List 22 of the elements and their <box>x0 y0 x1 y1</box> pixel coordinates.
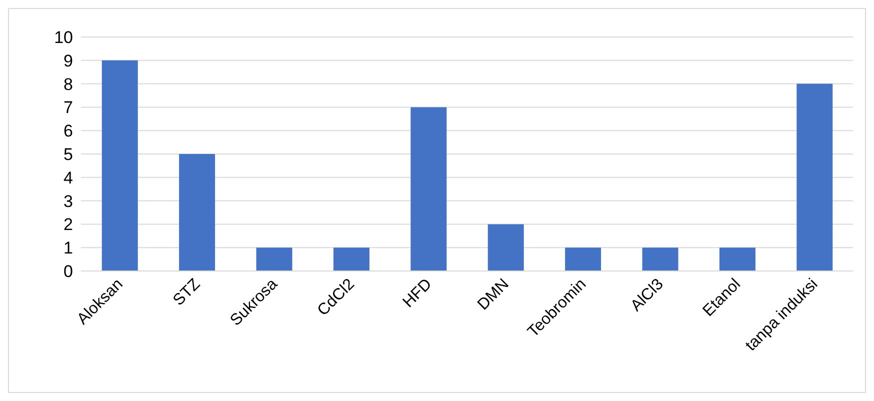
y-tick-label: 0 <box>64 262 73 282</box>
bar <box>719 248 756 271</box>
y-tick-label: 2 <box>64 215 73 234</box>
bar <box>796 84 833 271</box>
y-tick-label: 4 <box>64 168 73 188</box>
x-tick-label: STZ <box>170 276 204 310</box>
y-tick-label: 6 <box>64 122 73 141</box>
bar <box>102 60 138 271</box>
y-tick-label: 7 <box>64 98 73 118</box>
bar <box>256 248 292 271</box>
bar <box>333 248 370 271</box>
y-tick-label: 5 <box>64 145 73 164</box>
bar <box>179 154 216 271</box>
y-tick-label: 1 <box>64 238 73 258</box>
y-tick-label: 8 <box>64 74 73 94</box>
bar <box>488 224 524 271</box>
bar <box>642 248 678 271</box>
y-tick-label: 9 <box>64 51 73 70</box>
bar <box>565 248 602 271</box>
bar <box>410 107 447 271</box>
y-tick-label: 3 <box>64 192 73 211</box>
y-tick-label: 10 <box>54 28 73 48</box>
